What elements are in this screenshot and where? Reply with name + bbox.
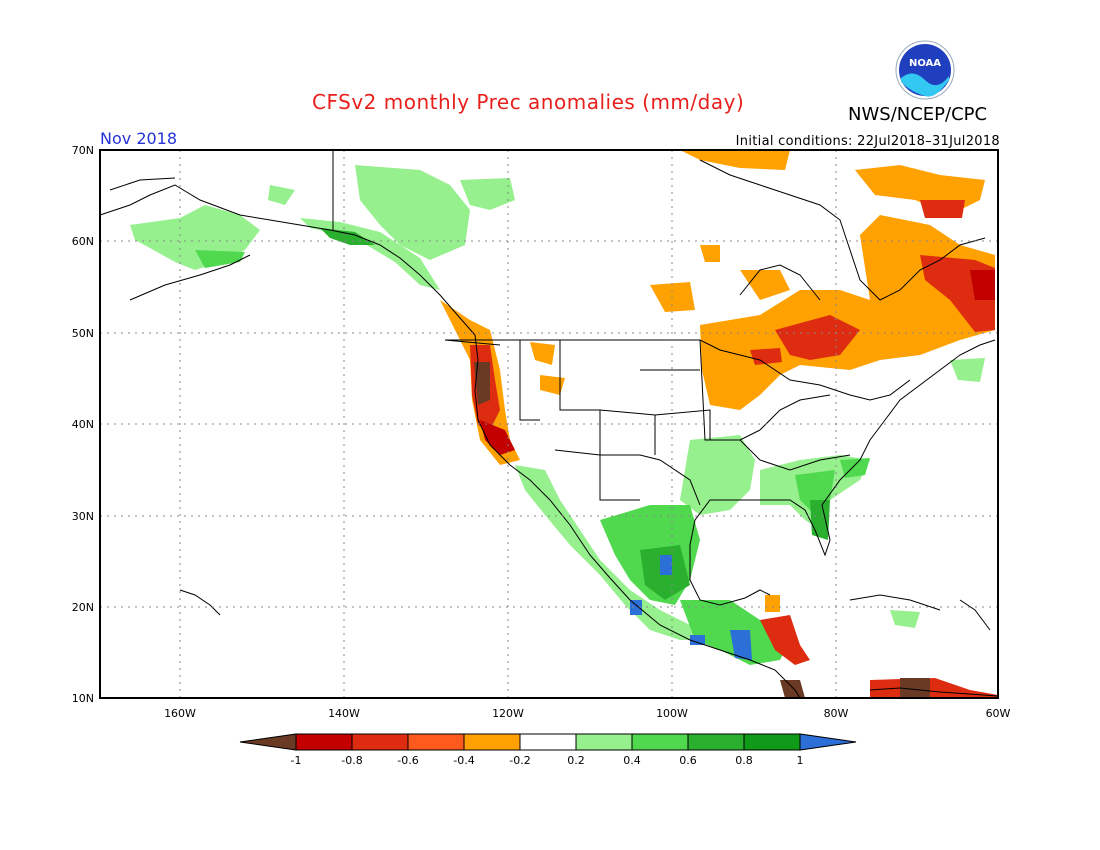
lon-label: 80W [824, 707, 849, 720]
lat-label: 50N [72, 327, 94, 340]
lat-label: 60N [72, 235, 94, 248]
plot-frame [99, 149, 999, 699]
colorbar-label: 0.4 [623, 754, 641, 767]
lon-label: 140W [328, 707, 360, 720]
org-label: NWS/NCEP/CPC [848, 104, 988, 125]
map-title: CFSv2 monthly Prec anomalies (mm/day) [312, 90, 745, 114]
lon-label: 60W [986, 707, 1011, 720]
colorbar-label: 1 [797, 754, 804, 767]
initial-conditions: Initial conditions: 22Jul2018–31Jul2018 [735, 134, 1000, 149]
lat-label: 70N [72, 144, 94, 157]
lat-label: 30N [72, 510, 94, 523]
colorbar-swatch [631, 733, 689, 751]
lat-label: 20N [72, 601, 94, 614]
lat-labels: 70N 60N 50N 40N 30N 20N 10N [72, 144, 94, 705]
lon-labels: 160W 140W 120W 100W 80W 60W [164, 707, 1010, 720]
colorbar-label: -1 [291, 754, 302, 767]
noaa-logo: NOAA [895, 40, 955, 100]
colorbar-arrow-low [239, 733, 297, 751]
colorbar-swatch [463, 733, 521, 751]
lon-label: 120W [492, 707, 524, 720]
colorbar-swatch [687, 733, 745, 751]
lat-label: 10N [72, 692, 94, 705]
lat-label: 40N [72, 418, 94, 431]
colorbar-label: -0.2 [509, 754, 530, 767]
forecast-month: Nov 2018 [100, 129, 178, 148]
colorbar-label: -0.6 [397, 754, 418, 767]
graticule [100, 150, 998, 698]
colorbar-label: -0.8 [341, 754, 362, 767]
colorbar-label: 0.2 [567, 754, 585, 767]
colorbar-swatch [519, 733, 577, 751]
colorbar-label: -0.4 [453, 754, 474, 767]
colorbar-swatch [575, 733, 633, 751]
colorbar-swatch [295, 733, 353, 751]
lon-label: 160W [164, 707, 196, 720]
colorbar-swatch [407, 733, 465, 751]
colorbar-swatch [351, 733, 409, 751]
colorbar-arrow-high [799, 733, 857, 751]
colorbar: -1 -0.8 -0.6 -0.4 -0.2 0.2 0.4 0.6 0.8 1 [239, 733, 857, 767]
colorbar-label: 0.8 [735, 754, 753, 767]
colorbar-label: 0.6 [679, 754, 697, 767]
anomaly-shading [130, 150, 998, 698]
noaa-logo-text: NOAA [909, 58, 941, 69]
coastlines-borders [99, 150, 999, 699]
colorbar-swatch [743, 733, 801, 751]
lon-label: 100W [656, 707, 688, 720]
